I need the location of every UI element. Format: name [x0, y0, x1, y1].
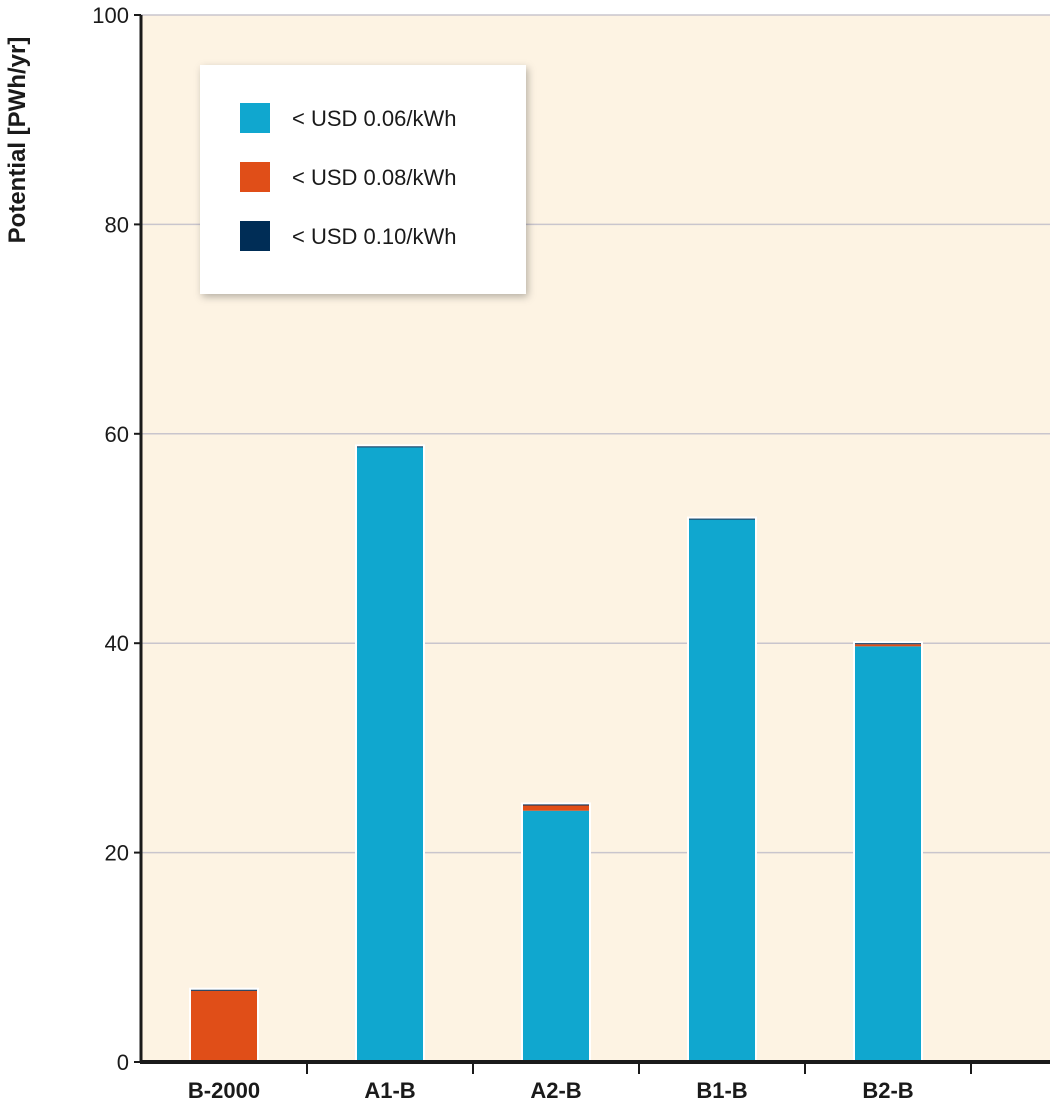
bar-segment [855, 643, 921, 645]
bar-group-b2-b [853, 641, 923, 1062]
y-tick-label: 80 [105, 212, 129, 237]
category-label: B1-B [696, 1078, 747, 1103]
bar-group-a1-b [355, 444, 425, 1062]
legend-item: < USD 0.06/kWh [240, 103, 456, 133]
legend-label: < USD 0.08/kWh [292, 165, 456, 190]
legend-label: < USD 0.06/kWh [292, 106, 456, 131]
bar-segment [523, 810, 589, 1062]
bar-segment [855, 646, 921, 1062]
legend: < USD 0.06/kWh < USD 0.08/kWh < USD 0.10/k… [200, 65, 526, 294]
y-tick-labels: 0 20 40 60 80 100 [92, 3, 129, 1075]
bar-segment [191, 989, 257, 991]
category-label: B2-B [862, 1078, 913, 1103]
legend-label: < USD 0.10/kWh [292, 224, 456, 249]
legend-item: < USD 0.10/kWh [240, 221, 456, 251]
legend-swatch [240, 221, 270, 251]
bar-segment [191, 990, 257, 1062]
legend-swatch [240, 162, 270, 192]
bar-segment [357, 447, 423, 1062]
category-labels: B-2000 A1-B A2-B B1-B B2-B [188, 1078, 914, 1103]
legend-item: < USD 0.08/kWh [240, 162, 456, 192]
bar-segment [689, 519, 755, 1062]
bar-group-a2-b [521, 802, 591, 1062]
y-tick-label: 60 [105, 422, 129, 447]
bar-group-b-2000 [189, 987, 259, 1062]
y-axis-title: Potential [PWh/yr] [4, 37, 31, 244]
bar-segment [855, 644, 921, 647]
y-tick-label: 20 [105, 841, 129, 866]
legend-swatch [240, 103, 270, 133]
bar-segment [523, 804, 589, 806]
y-tick-label: 40 [105, 631, 129, 656]
bar-segment [689, 518, 755, 520]
y-tick-label: 0 [117, 1050, 129, 1075]
bars [189, 444, 923, 1062]
axes [134, 14, 1050, 1074]
category-label: A2-B [530, 1078, 581, 1103]
category-label: A1-B [364, 1078, 415, 1103]
bar-segment [523, 805, 589, 811]
bar-segment [357, 446, 423, 448]
bar-group-b1-b [687, 516, 757, 1062]
y-tick-label: 100 [92, 3, 129, 28]
category-label: B-2000 [188, 1078, 260, 1103]
